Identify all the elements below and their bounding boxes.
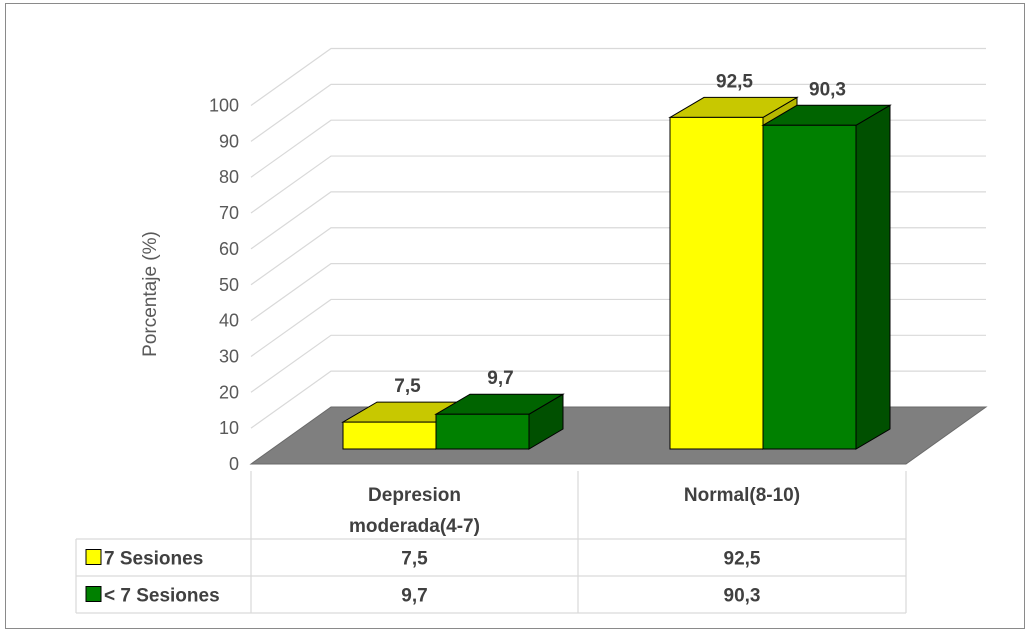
data-label: 9,7 bbox=[487, 368, 513, 389]
bar bbox=[342, 421, 437, 450]
y-tick-label: 0 bbox=[229, 454, 239, 474]
y-axis-title: Porcentaje (%) bbox=[140, 231, 161, 357]
legend-key bbox=[85, 586, 102, 602]
bar bbox=[762, 124, 857, 450]
category-label: Depresion bbox=[368, 485, 461, 506]
y-tick-label: 20 bbox=[219, 382, 239, 402]
category-label: moderada(4-7) bbox=[349, 516, 480, 537]
y-tick-label: 90 bbox=[219, 131, 239, 151]
data-table: Depresion moderada(4-7) Normal(8-10) 7 Sesi… bbox=[75, 471, 907, 614]
y-tick-label: 40 bbox=[219, 311, 239, 331]
y-tick-label: 10 bbox=[219, 418, 239, 438]
category-label: Normal(8-10) bbox=[684, 485, 800, 506]
table-cell-value: 90,3 bbox=[724, 586, 761, 607]
gridline bbox=[250, 47, 986, 106]
gridlines bbox=[250, 47, 986, 429]
legend-label: 7 Sesiones bbox=[104, 549, 203, 570]
chart-canvas: 7,5 92,5 9,7 90,3 Porcentaje (%) 0 10 20 30 40 5… bbox=[75, 47, 988, 614]
bar bbox=[435, 413, 530, 450]
data-label: 7,5 bbox=[394, 376, 421, 397]
chart-frame: 7,5 92,5 9,7 90,3 Porcentaje (%) 0 10 20 30 40 5… bbox=[5, 3, 1025, 629]
table-cell-value: 9,7 bbox=[401, 586, 427, 607]
legend-key bbox=[85, 549, 102, 565]
legend-label: < 7 Sesiones bbox=[104, 586, 220, 607]
bars bbox=[341, 96, 892, 450]
y-tick-label: 70 bbox=[219, 203, 239, 223]
data-label: 90,3 bbox=[809, 79, 846, 100]
table-cell-value: 92,5 bbox=[724, 549, 761, 570]
y-tick-label: 80 bbox=[219, 167, 239, 187]
y-tick-label: 60 bbox=[219, 239, 239, 259]
table-cell-value: 7,5 bbox=[401, 549, 428, 570]
y-tick-label: 30 bbox=[219, 346, 239, 366]
y-tick-label: 50 bbox=[219, 275, 239, 295]
bar bbox=[669, 116, 764, 450]
data-label: 92,5 bbox=[716, 71, 753, 92]
y-axis: Porcentaje (%) 0 10 20 30 40 50 60 70 80 90 100 bbox=[140, 96, 239, 475]
gridline bbox=[250, 83, 986, 142]
data-labels: 7,5 92,5 9,7 90,3 bbox=[394, 71, 846, 397]
bar-side bbox=[855, 104, 891, 450]
y-tick-label: 100 bbox=[209, 96, 239, 116]
